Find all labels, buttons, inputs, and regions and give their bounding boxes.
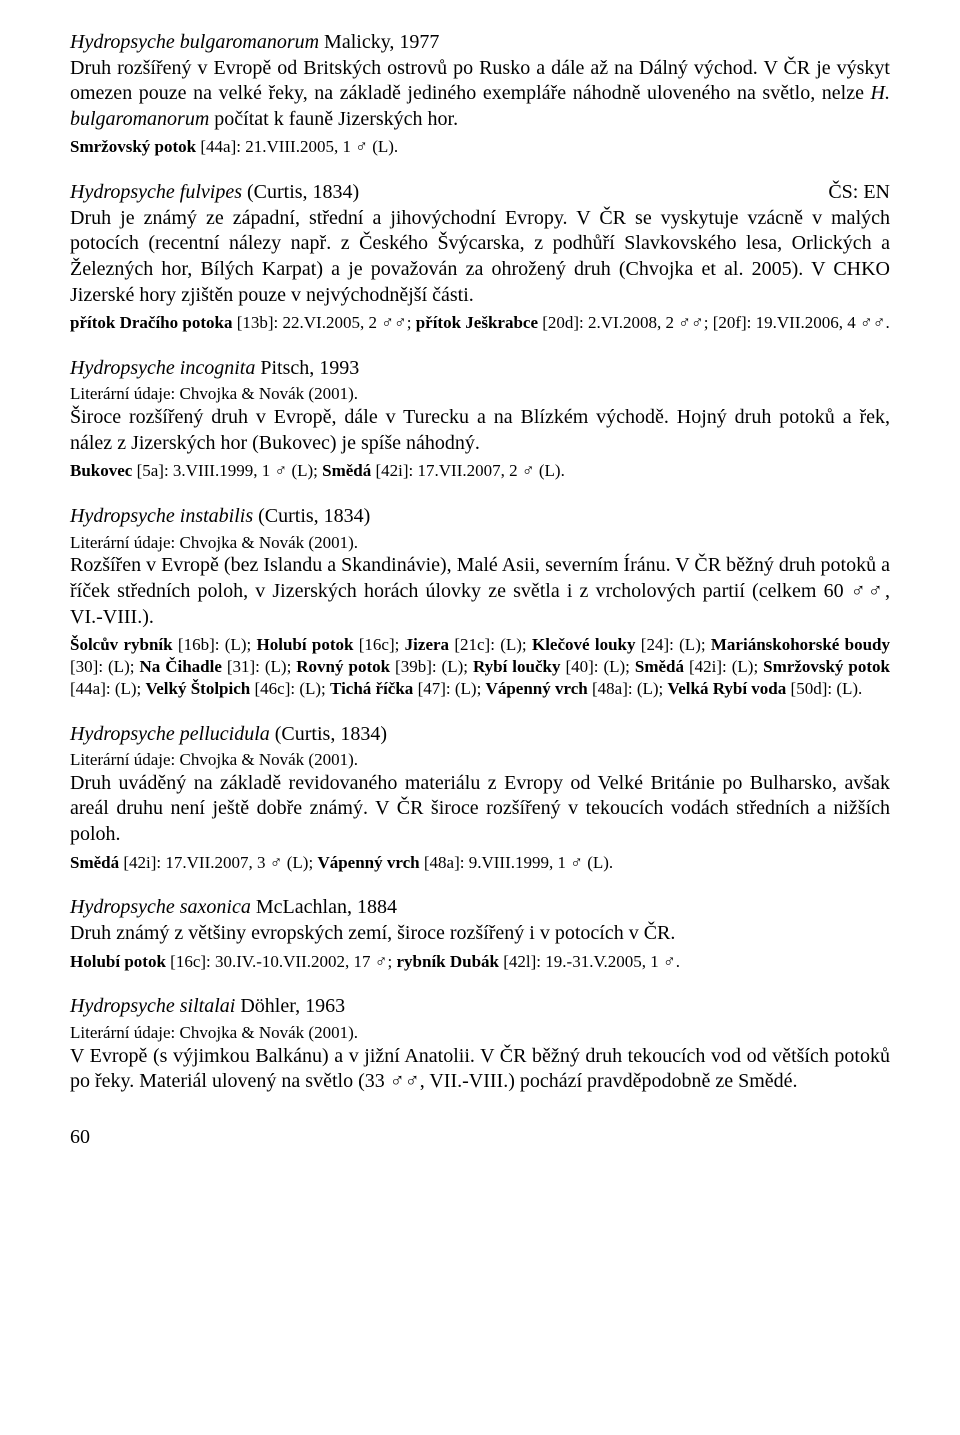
species-author: Malicky, 1977 (319, 31, 439, 53)
species-title: Hydropsyche fulvipes (Curtis, 1834) (70, 180, 359, 206)
species-entry: Hydropsyche incognita Pitsch, 1993Literá… (70, 356, 890, 482)
species-literature: Literární údaje: Chvojka & Novák (2001). (70, 1022, 890, 1044)
species-entry: Hydropsyche instabilis (Curtis, 1834)Lit… (70, 504, 890, 699)
species-entry: Hydropsyche saxonica McLachlan, 1884Druh… (70, 895, 890, 972)
species-name: Hydropsyche incognita (70, 357, 255, 379)
species-header: Hydropsyche saxonica McLachlan, 1884 (70, 895, 890, 921)
species-records: Holubí potok [16c]: 30.IV.-10.VII.2002, … (70, 951, 890, 973)
species-entry: Hydropsyche siltalai Döhler, 1963Literár… (70, 994, 890, 1095)
species-author: Döhler, 1963 (235, 995, 345, 1017)
species-title: Hydropsyche saxonica McLachlan, 1884 (70, 895, 397, 921)
species-title: Hydropsyche incognita Pitsch, 1993 (70, 356, 359, 382)
species-author: McLachlan, 1884 (251, 896, 397, 918)
species-description: Druh je známý ze západní, střední a jiho… (70, 206, 890, 308)
species-description: V Evropě (s výjimkou Balkánu) a v jižní … (70, 1044, 890, 1095)
species-records: Bukovec [5a]: 3.VIII.1999, 1 ♂ (L); Směd… (70, 460, 890, 482)
species-title: Hydropsyche instabilis (Curtis, 1834) (70, 504, 370, 530)
species-author: Pitsch, 1993 (255, 357, 359, 379)
species-author: (Curtis, 1834) (253, 505, 370, 527)
species-description: Široce rozšířený druh v Evropě, dále v T… (70, 405, 890, 456)
species-title: Hydropsyche bulgaromanorum Malicky, 1977 (70, 30, 439, 56)
species-records: Smědá [42i]: 17.VII.2007, 3 ♂ (L); Vápen… (70, 852, 890, 874)
species-literature: Literární údaje: Chvojka & Novák (2001). (70, 532, 890, 554)
species-records: Smržovský potok [44a]: 21.VIII.2005, 1 ♂… (70, 136, 890, 158)
species-title: Hydropsyche siltalai Döhler, 1963 (70, 994, 345, 1020)
species-literature: Literární údaje: Chvojka & Novák (2001). (70, 749, 890, 771)
species-header: Hydropsyche incognita Pitsch, 1993 (70, 356, 890, 382)
species-title: Hydropsyche pellucidula (Curtis, 1834) (70, 722, 387, 748)
species-author: (Curtis, 1834) (242, 181, 359, 203)
species-name: Hydropsyche pellucidula (70, 723, 270, 745)
species-entry: Hydropsyche fulvipes (Curtis, 1834) ČS: E… (70, 180, 890, 334)
species-entry: Hydropsyche bulgaromanorum Malicky, 1977… (70, 30, 890, 158)
page-number: 60 (70, 1125, 890, 1151)
species-description: Druh známý z většiny evropských zemí, ši… (70, 921, 890, 947)
species-name: Hydropsyche siltalai (70, 995, 235, 1017)
species-header: Hydropsyche fulvipes (Curtis, 1834) ČS: E… (70, 180, 890, 206)
species-description: Druh rozšířený v Evropě od Britských ost… (70, 56, 890, 133)
species-status: ČS: EN (828, 180, 890, 206)
species-name: Hydropsyche instabilis (70, 505, 253, 527)
species-description: Druh uváděný na základě revidovaného mat… (70, 771, 890, 848)
species-literature: Literární údaje: Chvojka & Novák (2001). (70, 383, 890, 405)
species-description: Rozšířen v Evropě (bez Islandu a Skandin… (70, 553, 890, 630)
species-entry: Hydropsyche pellucidula (Curtis, 1834)Li… (70, 722, 890, 874)
species-header: Hydropsyche instabilis (Curtis, 1834) (70, 504, 890, 530)
species-records: Šolcův rybník [16b]: (L); Holubí potok [… (70, 634, 890, 699)
species-header: Hydropsyche bulgaromanorum Malicky, 1977 (70, 30, 890, 56)
species-header: Hydropsyche pellucidula (Curtis, 1834) (70, 722, 890, 748)
species-name: Hydropsyche saxonica (70, 896, 251, 918)
species-name: Hydropsyche fulvipes (70, 181, 242, 203)
species-records: přítok Dračího potoka [13b]: 22.VI.2005,… (70, 312, 890, 334)
species-name: Hydropsyche bulgaromanorum (70, 31, 319, 53)
species-author: (Curtis, 1834) (270, 723, 387, 745)
species-header: Hydropsyche siltalai Döhler, 1963 (70, 994, 890, 1020)
